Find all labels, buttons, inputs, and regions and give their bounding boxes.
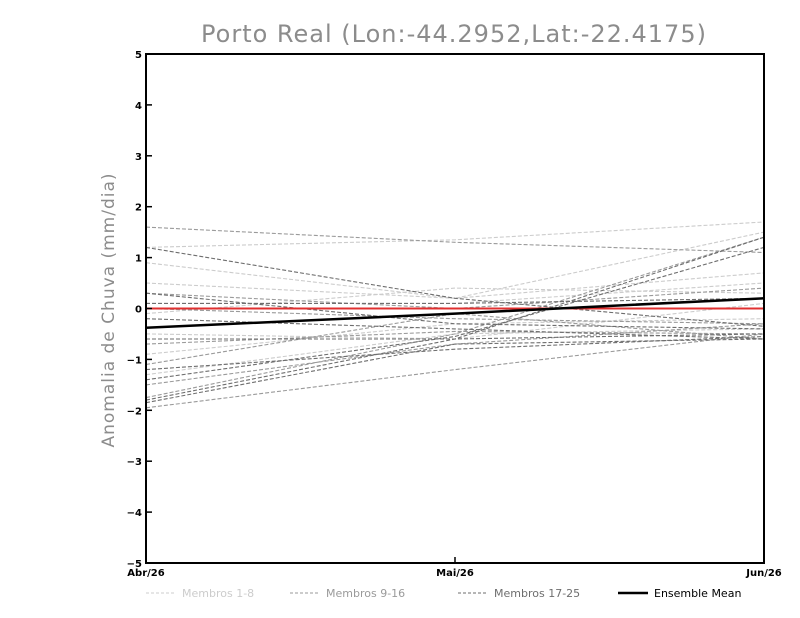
y-tick-label: −1 (127, 355, 142, 366)
member-line-membro-12 (145, 330, 765, 345)
member-line-membro-23 (145, 246, 765, 381)
y-tick-label: 2 (135, 203, 142, 214)
legend-label-mean: Ensemble Mean (654, 587, 741, 600)
legend: Membros 1-8 Membros 9-16 Membros 17-25 Ense… (146, 587, 741, 600)
member-line-membro-2 (145, 231, 765, 299)
y-tick-label: 5 (135, 50, 142, 61)
legend-label-medium: Membros 9-16 (326, 587, 405, 600)
member-line-membro-14 (145, 323, 765, 386)
y-tick-label: −3 (127, 457, 142, 468)
member-line-membro-7 (145, 318, 765, 355)
member-line-membro-1 (145, 221, 765, 248)
member-line-membro-22 (145, 335, 765, 371)
member-line-membro-24 (145, 236, 765, 401)
member-line-membro-15 (145, 236, 765, 399)
y-tick-label: −2 (127, 406, 142, 417)
member-line-membro-5 (145, 287, 765, 315)
y-tick-label: −4 (127, 508, 142, 519)
y-ticks: −5 −4 −3 −2 −1 0 1 2 3 4 5 (127, 50, 152, 570)
ensemble-mean-line (145, 297, 765, 330)
y-tick-label: 1 (135, 254, 142, 265)
y-tick-label: 3 (135, 152, 142, 163)
zero-reference-layer (145, 297, 765, 330)
y-tick-label: −5 (127, 559, 142, 570)
member-line-membro-3 (145, 272, 765, 299)
legend-label-dark: Membros 17-25 (494, 587, 580, 600)
y-axis-label: Anomalia de Chuva (mm/dia) (99, 172, 119, 447)
series-layer (145, 221, 765, 409)
x-tick-label: Mai/26 (436, 568, 474, 579)
member-line-membro-19 (146, 297, 765, 304)
y-tick-label: 4 (135, 101, 142, 112)
x-tick-label: Jun/26 (745, 568, 782, 579)
member-line-membro-9 (145, 226, 765, 254)
member-line-membro-16 (145, 333, 765, 409)
y-tick-label: 0 (135, 305, 142, 316)
member-line-membro-11 (145, 307, 765, 325)
x-ticks: Abr/26 Mai/26 Jun/26 (127, 557, 782, 579)
legend-label-light: Membros 1-8 (182, 587, 254, 600)
member-line-membro-17 (145, 246, 765, 327)
x-tick-label: Abr/26 (127, 568, 164, 579)
member-line-membro-25 (145, 338, 765, 404)
chart-title: Porto Real (Lon:-44.2952,Lat:-22.4175) (201, 20, 707, 48)
